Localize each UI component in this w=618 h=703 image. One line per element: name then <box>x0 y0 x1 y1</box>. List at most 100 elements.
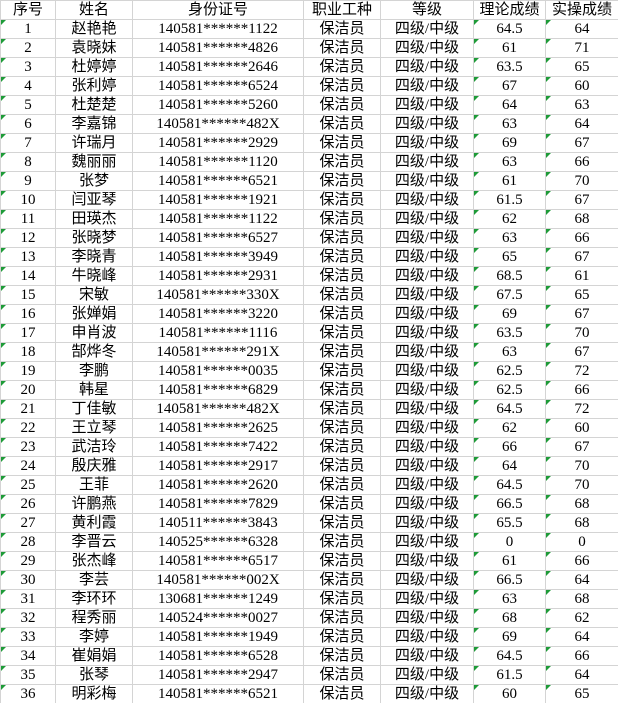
cell-occupation[interactable]: 保洁员 <box>303 570 381 590</box>
cell-occupation[interactable]: 保洁员 <box>303 513 381 533</box>
cell-name[interactable]: 崔娟娟 <box>55 646 133 666</box>
cell-level[interactable]: 四级/中级 <box>380 532 474 552</box>
cell-occupation[interactable]: 保洁员 <box>303 95 381 115</box>
cell-theory-score[interactable]: 63.5 <box>473 323 546 343</box>
cell-theory-score[interactable]: 63 <box>473 228 546 248</box>
cell-name[interactable]: 宋敏 <box>55 285 133 305</box>
cell-occupation[interactable]: 保洁员 <box>303 266 381 286</box>
cell-name[interactable]: 张婵娟 <box>55 304 133 324</box>
cell-name[interactable]: 牛晓峰 <box>55 266 133 286</box>
cell-name[interactable]: 李晓青 <box>55 247 133 267</box>
cell-occupation[interactable]: 保洁员 <box>303 228 381 248</box>
cell-level[interactable]: 四级/中级 <box>380 494 474 514</box>
cell-id-number[interactable]: 140581******6521 <box>132 684 304 703</box>
cell-level[interactable]: 四级/中级 <box>380 57 474 77</box>
cell-practical-score[interactable]: 63 <box>545 95 618 115</box>
cell-level[interactable]: 四级/中级 <box>380 589 474 609</box>
column-header-practical-score[interactable]: 实操成绩 <box>545 0 618 20</box>
cell-name[interactable]: 许鹏燕 <box>55 494 133 514</box>
cell-occupation[interactable]: 保洁员 <box>303 456 381 476</box>
cell-index[interactable]: 15 <box>0 285 56 305</box>
cell-level[interactable]: 四级/中级 <box>380 456 474 476</box>
cell-practical-score[interactable]: 64 <box>545 570 618 590</box>
cell-occupation[interactable]: 保洁员 <box>303 285 381 305</box>
cell-name[interactable]: 张梦 <box>55 171 133 191</box>
cell-occupation[interactable]: 保洁员 <box>303 665 381 685</box>
cell-name[interactable]: 李晋云 <box>55 532 133 552</box>
cell-level[interactable]: 四级/中级 <box>380 361 474 381</box>
cell-theory-score[interactable]: 64.5 <box>473 475 546 495</box>
cell-practical-score[interactable]: 68 <box>545 494 618 514</box>
cell-theory-score[interactable]: 63 <box>473 114 546 134</box>
cell-id-number[interactable]: 140581******6521 <box>132 171 304 191</box>
cell-name[interactable]: 赵艳艳 <box>55 19 133 39</box>
cell-practical-score[interactable]: 72 <box>545 399 618 419</box>
cell-level[interactable]: 四级/中级 <box>380 551 474 571</box>
cell-practical-score[interactable]: 67 <box>545 437 618 457</box>
cell-level[interactable]: 四级/中级 <box>380 152 474 172</box>
cell-name[interactable]: 李鹏 <box>55 361 133 381</box>
cell-index[interactable]: 18 <box>0 342 56 362</box>
cell-id-number[interactable]: 140581******291X <box>132 342 304 362</box>
cell-theory-score[interactable]: 63 <box>473 589 546 609</box>
cell-occupation[interactable]: 保洁员 <box>303 171 381 191</box>
column-header-id-number[interactable]: 身份证号 <box>132 0 304 20</box>
cell-occupation[interactable]: 保洁员 <box>303 114 381 134</box>
cell-name[interactable]: 张晓梦 <box>55 228 133 248</box>
cell-practical-score[interactable]: 68 <box>545 589 618 609</box>
cell-level[interactable]: 四级/中级 <box>380 304 474 324</box>
cell-practical-score[interactable]: 70 <box>545 456 618 476</box>
cell-practical-score[interactable]: 70 <box>545 323 618 343</box>
cell-occupation[interactable]: 保洁员 <box>303 589 381 609</box>
cell-index[interactable]: 26 <box>0 494 56 514</box>
column-header-index[interactable]: 序号 <box>0 0 56 20</box>
cell-theory-score[interactable]: 61.5 <box>473 665 546 685</box>
cell-level[interactable]: 四级/中级 <box>380 342 474 362</box>
cell-occupation[interactable]: 保洁员 <box>303 380 381 400</box>
cell-theory-score[interactable]: 68 <box>473 608 546 628</box>
cell-theory-score[interactable]: 61 <box>473 171 546 191</box>
cell-theory-score[interactable]: 67.5 <box>473 285 546 305</box>
cell-name[interactable]: 李芸 <box>55 570 133 590</box>
cell-id-number[interactable]: 140581******6517 <box>132 551 304 571</box>
cell-id-number[interactable]: 140581******6524 <box>132 76 304 96</box>
cell-practical-score[interactable]: 65 <box>545 684 618 703</box>
cell-practical-score[interactable]: 64 <box>545 665 618 685</box>
cell-id-number[interactable]: 140581******7829 <box>132 494 304 514</box>
cell-theory-score[interactable]: 64 <box>473 456 546 476</box>
cell-theory-score[interactable]: 64 <box>473 95 546 115</box>
cell-occupation[interactable]: 保洁员 <box>303 57 381 77</box>
cell-theory-score[interactable]: 62 <box>473 209 546 229</box>
cell-index[interactable]: 21 <box>0 399 56 419</box>
cell-occupation[interactable]: 保洁员 <box>303 399 381 419</box>
cell-occupation[interactable]: 保洁员 <box>303 551 381 571</box>
cell-practical-score[interactable]: 66 <box>545 380 618 400</box>
cell-id-number[interactable]: 140581******1921 <box>132 190 304 210</box>
cell-name[interactable]: 郜烨冬 <box>55 342 133 362</box>
cell-id-number[interactable]: 140581******3949 <box>132 247 304 267</box>
cell-practical-score[interactable]: 0 <box>545 532 618 552</box>
cell-index[interactable]: 9 <box>0 171 56 191</box>
cell-theory-score[interactable]: 69 <box>473 133 546 153</box>
cell-id-number[interactable]: 140581******2917 <box>132 456 304 476</box>
cell-index[interactable]: 6 <box>0 114 56 134</box>
cell-level[interactable]: 四级/中级 <box>380 209 474 229</box>
cell-practical-score[interactable]: 64 <box>545 627 618 647</box>
cell-level[interactable]: 四级/中级 <box>380 684 474 703</box>
cell-id-number[interactable]: 140581******330X <box>132 285 304 305</box>
cell-id-number[interactable]: 140581******2929 <box>132 133 304 153</box>
cell-index[interactable]: 36 <box>0 684 56 703</box>
cell-practical-score[interactable]: 72 <box>545 361 618 381</box>
cell-theory-score[interactable]: 69 <box>473 627 546 647</box>
cell-id-number[interactable]: 140581******7422 <box>132 437 304 457</box>
cell-name[interactable]: 李嘉锦 <box>55 114 133 134</box>
cell-id-number[interactable]: 140581******2625 <box>132 418 304 438</box>
cell-occupation[interactable]: 保洁员 <box>303 38 381 58</box>
cell-theory-score[interactable]: 66 <box>473 437 546 457</box>
cell-occupation[interactable]: 保洁员 <box>303 361 381 381</box>
cell-name[interactable]: 韩星 <box>55 380 133 400</box>
cell-id-number[interactable]: 140581******4826 <box>132 38 304 58</box>
cell-level[interactable]: 四级/中级 <box>380 437 474 457</box>
cell-theory-score[interactable]: 65 <box>473 247 546 267</box>
cell-occupation[interactable]: 保洁员 <box>303 133 381 153</box>
